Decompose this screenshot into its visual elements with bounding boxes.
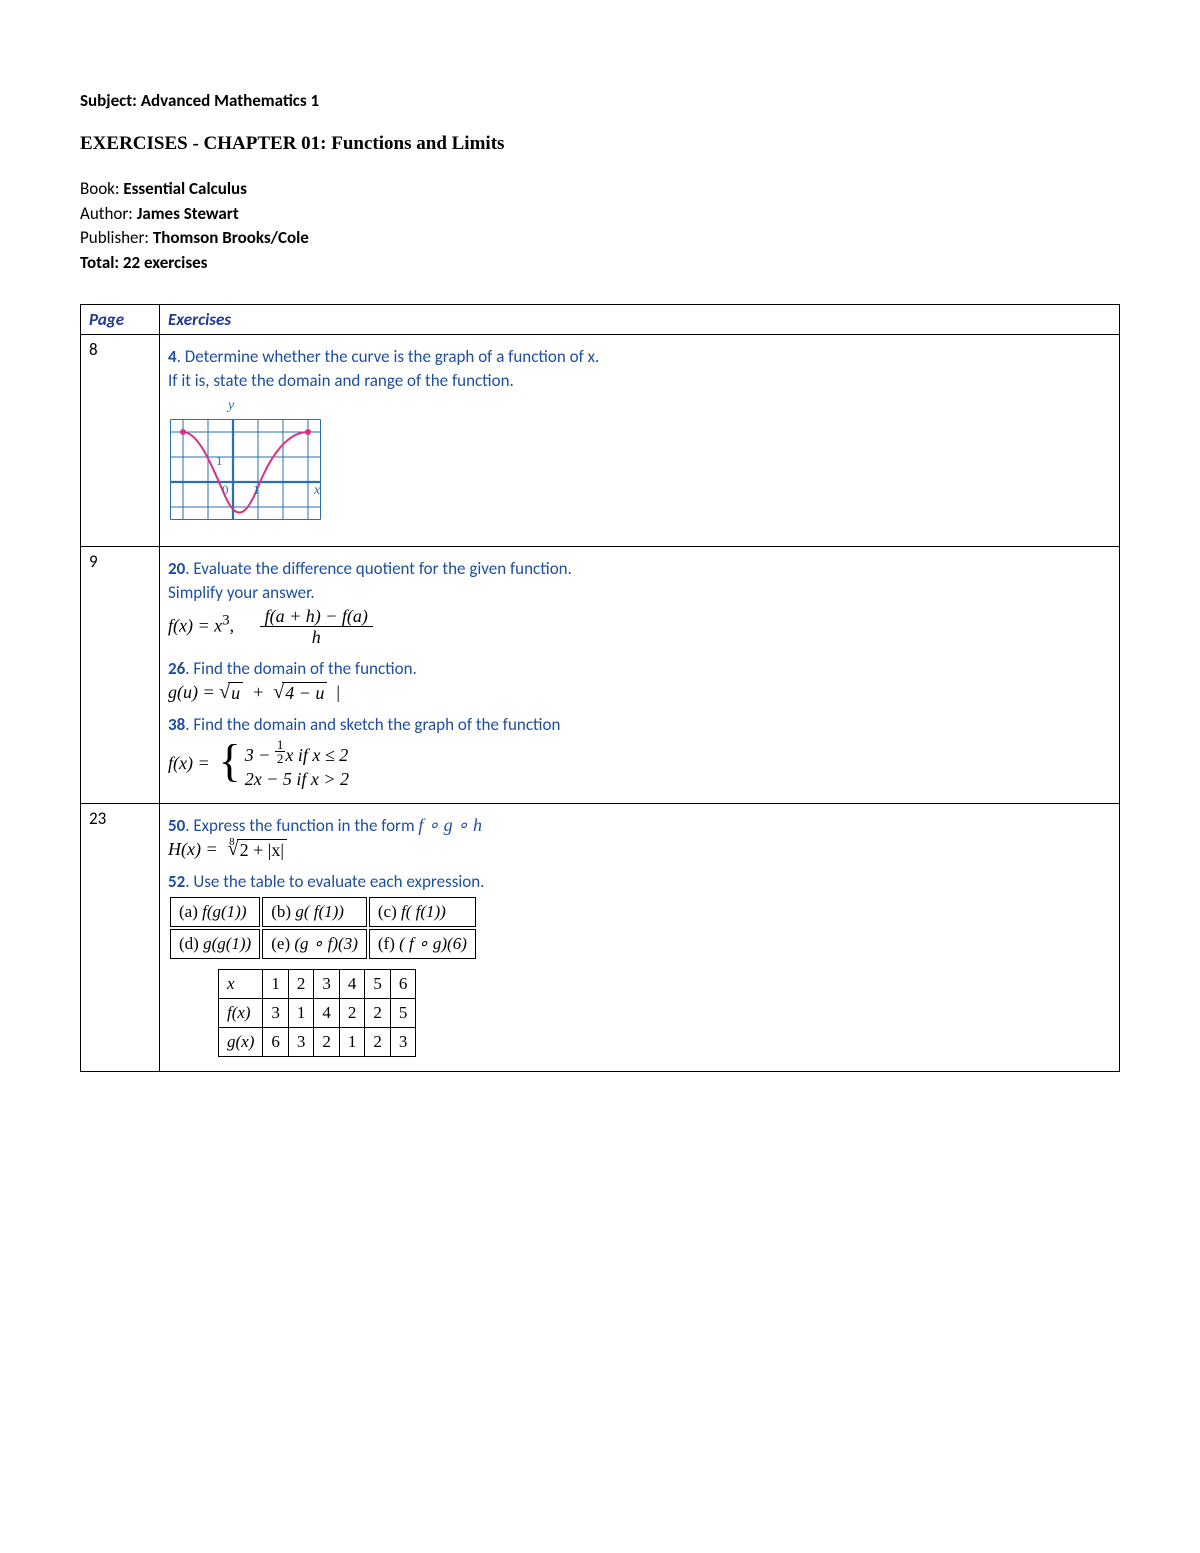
book-label: Book: (80, 178, 119, 199)
ex4-line1: 4. Determine whether the curve is the gr… (168, 346, 1111, 367)
ex26-text: . Find the domain of the function. (185, 658, 417, 679)
plus: + (252, 682, 264, 702)
ex38-formula: f(x) = { 3 − 12x if x ≤ 2 2x − 5 if x > … (168, 738, 1111, 792)
ex50-formula: H(x) = 8√2 + |x| (168, 839, 1111, 861)
page-cell: 9 (81, 546, 160, 803)
total-value: 22 exercises (123, 252, 208, 273)
exercises-cell: 20. Evaluate the difference quotient for… (160, 546, 1120, 803)
fx-exp: 3 (222, 612, 230, 628)
table-header-row: Page Exercises (81, 304, 1120, 334)
sqrt-arg2: 4 − u (282, 682, 327, 704)
table-row: 8 4. Determine whether the curve is the … (81, 334, 1120, 546)
ex20-line2: Simplify your answer. (168, 582, 1111, 603)
graph-svg: y 1 0 1 x (168, 397, 328, 527)
diff-quotient: f(a + h) − f(a) h (260, 606, 373, 648)
col-page-header: Page (81, 304, 160, 334)
ex52-text: . Use the table to evaluate each express… (185, 871, 484, 892)
author-value: James Stewart (137, 203, 239, 224)
exercises-cell: 50. Express the function in the form f ∘… (160, 803, 1120, 1071)
fx-lhs-38: f(x) = (168, 753, 210, 773)
axis-label-1x: 1 (253, 482, 260, 497)
ex52-line: 52. Use the table to evaluate each expre… (168, 871, 1111, 892)
root-index: 8 (229, 836, 235, 848)
root-arg: 2 + |x| (237, 839, 287, 861)
ex38-text: . Find the domain and sketch the graph o… (185, 714, 560, 735)
ex20-formula: f(x) = x3, f(a + h) − f(a) h (168, 606, 1111, 648)
ex50-line: 50. Express the function in the form f ∘… (168, 815, 1111, 836)
col-exercises-header: Exercises (160, 304, 1120, 334)
page-cell: 23 (81, 803, 160, 1071)
ex26-formula: g(u) = √u + √4 − u | (168, 682, 1111, 704)
subject-label: Subject: (80, 90, 137, 111)
chapter-title: EXERCISES - CHAPTER 01: Functions and Li… (80, 133, 1120, 155)
ex20-text: . Evaluate the difference quotient for t… (185, 558, 572, 579)
page-cell: 8 (81, 334, 160, 546)
data-row: f(x) 3 1 4 2 2 5 (219, 998, 416, 1027)
frac-num: f(a + h) − f(a) (260, 606, 373, 628)
subject-line: Subject: Advanced Mathematics 1 (80, 90, 1120, 111)
data-row: g(x) 6 3 2 1 2 3 (219, 1027, 416, 1056)
function-values-table: x 1 2 3 4 5 6 f(x) 3 1 4 2 2 (218, 969, 416, 1057)
gu-lhs: g(u) = (168, 682, 215, 702)
ex4-text-a: . Determine whether the curve is the gra… (177, 346, 600, 367)
exercises-cell: 4. Determine whether the curve is the gr… (160, 334, 1120, 546)
frac-den: h (260, 627, 373, 648)
publisher-value: Thomson Brooks/Cole (153, 227, 309, 248)
H-lhs: H(x) = (168, 839, 218, 859)
axis-label-1y: 1 (216, 453, 223, 468)
expression-grid: (a) f(g(1)) (b) g( f(1)) (c) f( f(1)) (d… (168, 895, 478, 961)
ex50-text: . Express the function in the form (185, 815, 418, 836)
ex38-line: 38. Find the domain and sketch the graph… (168, 714, 1111, 735)
ex-num: 50 (168, 815, 185, 836)
axis-label-x: x (313, 483, 321, 498)
data-header-row: x 1 2 3 4 5 6 (219, 969, 416, 998)
table-row: 23 50. Express the function in the form … (81, 803, 1120, 1071)
ex26-line: 26. Find the domain of the function. (168, 658, 1111, 679)
exercises-table: Page Exercises 8 4. Determine whether th… (80, 304, 1120, 1072)
subject-value: Advanced Mathematics 1 (141, 90, 319, 111)
ex-num: 52 (168, 871, 185, 892)
ex-num: 4 (168, 346, 177, 367)
ex-num: 38 (168, 714, 185, 735)
axis-label-0: 0 (222, 482, 229, 497)
book-value: Essential Calculus (123, 178, 247, 199)
comp-expr: f ∘ g ∘ h (418, 815, 482, 835)
ex-num: 26 (168, 658, 185, 679)
fx-lhs: f(x) = x (168, 615, 222, 635)
ex4-line2: If it is, state the domain and range of … (168, 370, 1111, 391)
axis-label-y: y (226, 398, 235, 413)
publisher-label: Publisher: (80, 227, 149, 248)
ex20-line1: 20. Evaluate the difference quotient for… (168, 558, 1111, 579)
ex4-graph: y 1 0 1 x (168, 397, 1111, 532)
sqrt-arg1: u (228, 682, 243, 704)
author-label: Author: (80, 203, 133, 224)
ex-num: 20 (168, 558, 185, 579)
book-meta: Book: Essential Calculus Author: James S… (80, 177, 1120, 276)
table-row: 9 20. Evaluate the difference quotient f… (81, 546, 1120, 803)
total-label: Total: (80, 252, 119, 273)
